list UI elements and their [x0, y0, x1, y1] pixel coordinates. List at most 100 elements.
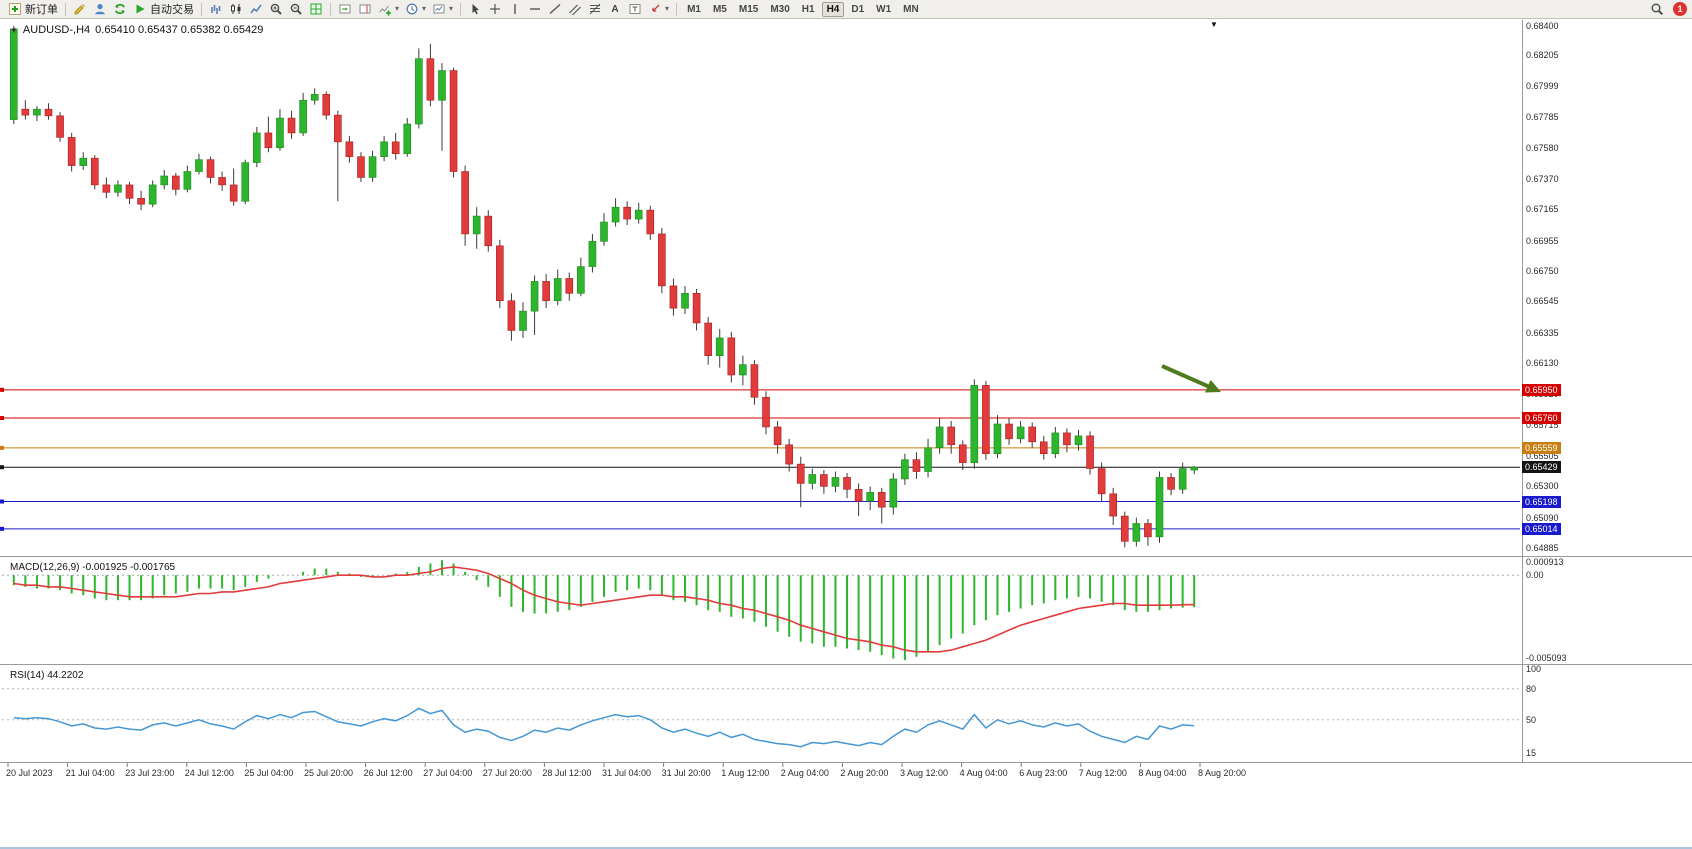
crosshair-button[interactable] [485, 1, 505, 18]
candle [415, 58, 423, 125]
periods-button[interactable]: ▾ [402, 1, 429, 18]
candle [449, 70, 458, 172]
trendline-button[interactable] [545, 1, 565, 18]
algo-trading-button[interactable]: 自动交易 [130, 1, 197, 18]
arrow-tool-icon [648, 2, 662, 16]
candle [484, 215, 493, 247]
chart-shift-button[interactable] [355, 1, 375, 18]
bar-chart-button[interactable] [206, 1, 226, 18]
indicators-button[interactable]: ▾ [375, 1, 402, 18]
trendline-icon [548, 2, 562, 16]
horizontal-line-icon [528, 2, 542, 16]
arrows-button[interactable]: ▾ [645, 1, 672, 18]
text-button[interactable]: A [605, 1, 625, 18]
templates-button[interactable]: ▾ [429, 1, 456, 18]
candle [1086, 435, 1094, 469]
notifications-badge[interactable]: 1 [1673, 2, 1687, 16]
candle [762, 396, 770, 428]
line-chart-button[interactable] [246, 1, 266, 18]
candle [160, 175, 169, 186]
candle [692, 293, 701, 324]
chart-shift-icon [358, 2, 372, 16]
candle [820, 474, 828, 487]
candle [357, 156, 365, 178]
separator [201, 2, 202, 16]
auto-scroll-button[interactable] [335, 1, 355, 18]
refresh-button[interactable] [110, 1, 130, 18]
fibonacci-button[interactable] [585, 1, 605, 18]
candle [90, 157, 99, 186]
candle [796, 463, 805, 484]
dropdown-caret: ▾ [422, 4, 427, 13]
zoom-in-icon [269, 2, 283, 16]
new-order-icon [8, 2, 22, 16]
candle [310, 94, 319, 101]
clock-icon [405, 2, 419, 16]
trend-arrow[interactable] [1161, 364, 1213, 390]
candle [9, 28, 18, 120]
candle [947, 426, 955, 446]
hline-edge-marker [0, 465, 4, 470]
timeframe-m5-button[interactable]: M5 [712, 3, 727, 15]
hline-edge-marker [0, 445, 4, 450]
timeframe-mn-button[interactable]: MN [903, 3, 919, 15]
community-button[interactable] [90, 1, 110, 18]
candle [172, 175, 180, 190]
community-icon [93, 2, 107, 16]
vertical-line-button[interactable] [505, 1, 525, 18]
tile-windows-button[interactable] [306, 1, 326, 18]
one-click-trading-expander[interactable]: ▼ [10, 25, 18, 35]
tile-windows-icon [309, 2, 323, 16]
candle [102, 184, 111, 193]
metaeditor-button[interactable] [70, 1, 90, 18]
separator [460, 2, 462, 16]
candle [253, 132, 261, 163]
candle [229, 184, 238, 202]
new-order-button[interactable]: 新订单 [5, 1, 61, 18]
candle [600, 221, 608, 242]
trend-arrow-head [1205, 379, 1221, 393]
hline-edge-marker [0, 499, 4, 504]
candle [322, 94, 331, 116]
horizontal-line-button[interactable] [525, 1, 545, 18]
candle [67, 137, 76, 166]
candle [519, 310, 527, 331]
candle [542, 281, 550, 302]
candle [368, 156, 377, 178]
dropdown-caret: ▾ [665, 4, 670, 13]
candle [426, 58, 435, 101]
chart-title: ▼ AUDUSD-,H4 0.65410 0.65437 0.65382 0.6… [10, 24, 263, 36]
text-label-button[interactable] [625, 1, 645, 18]
search-button[interactable] [1647, 1, 1667, 18]
candle [1132, 523, 1141, 542]
dropdown-caret: ▾ [449, 4, 454, 13]
timeframe-w1-button[interactable]: W1 [876, 3, 892, 15]
timeframe-d1-button[interactable]: D1 [851, 3, 865, 15]
candle [808, 474, 817, 484]
candle [1039, 441, 1048, 454]
candle [658, 233, 666, 287]
cursor-button[interactable] [465, 1, 485, 18]
candle [843, 477, 851, 490]
equidistant-channel-button[interactable] [565, 1, 585, 18]
candle [935, 426, 944, 449]
zoom-out-button[interactable] [286, 1, 306, 18]
timeframe-h4-button[interactable]: H4 [821, 1, 845, 17]
chart-shift-marker[interactable]: ▼ [1210, 20, 1218, 29]
candle [391, 141, 400, 155]
candle [530, 281, 539, 312]
window-bottom-edge [0, 847, 1692, 849]
timeframe-m1-button[interactable]: M1 [687, 3, 701, 15]
candle [646, 209, 655, 235]
candle [183, 171, 192, 190]
candle [577, 266, 585, 294]
candle [137, 197, 145, 205]
candle [993, 423, 1002, 454]
timeframe-m15-button[interactable]: M15 [738, 3, 759, 15]
timeframe-m30-button[interactable]: M30 [770, 3, 790, 15]
timeframe-h1-button[interactable]: H1 [801, 3, 815, 15]
candlestick-chart-button[interactable] [226, 1, 246, 18]
zoom-in-button[interactable] [266, 1, 286, 18]
dropdown-caret: ▾ [395, 4, 400, 13]
